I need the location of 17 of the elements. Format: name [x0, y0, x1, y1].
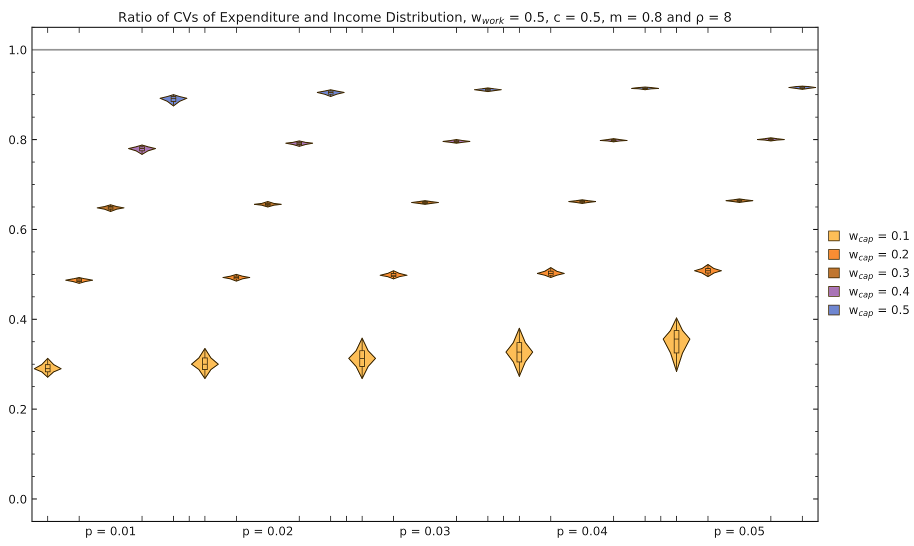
chart-title: Ratio of CVs of Expenditure and Income Distribution, w$_{work}$ = 0.5, c = 0.5, m = 0.8 and ρ = 8: [119, 12, 731, 24]
legend-label: w$_{cap}$ = 0.2: [849, 250, 908, 262]
x-tick-label: p = 0.05: [714, 526, 764, 538]
legend-label: w$_{cap}$ = 0.4: [849, 286, 910, 300]
y-tick-label: 0.2: [9, 404, 26, 414]
y-tick-label: 0.8: [9, 135, 26, 144]
x-tick-label: p = 0.02: [243, 526, 292, 538]
x-tick-label: p = 0.04: [558, 526, 608, 538]
x-tick-label: p = 0.03: [400, 526, 450, 538]
x-tick-label: p = 0.01: [86, 526, 136, 538]
y-tick-label: 0.6: [9, 225, 26, 234]
y-tick-label: 0.4: [9, 315, 26, 324]
y-tick-label: 0.0: [9, 494, 26, 504]
legend-label: w$_{cap}$ = 0.1: [849, 231, 909, 244]
y-tick-label: 1.0: [10, 45, 26, 54]
legend-label: w$_{cap}$ = 0.3: [849, 268, 909, 281]
legend-label: w$_{cap}$ = 0.5: [849, 305, 909, 318]
